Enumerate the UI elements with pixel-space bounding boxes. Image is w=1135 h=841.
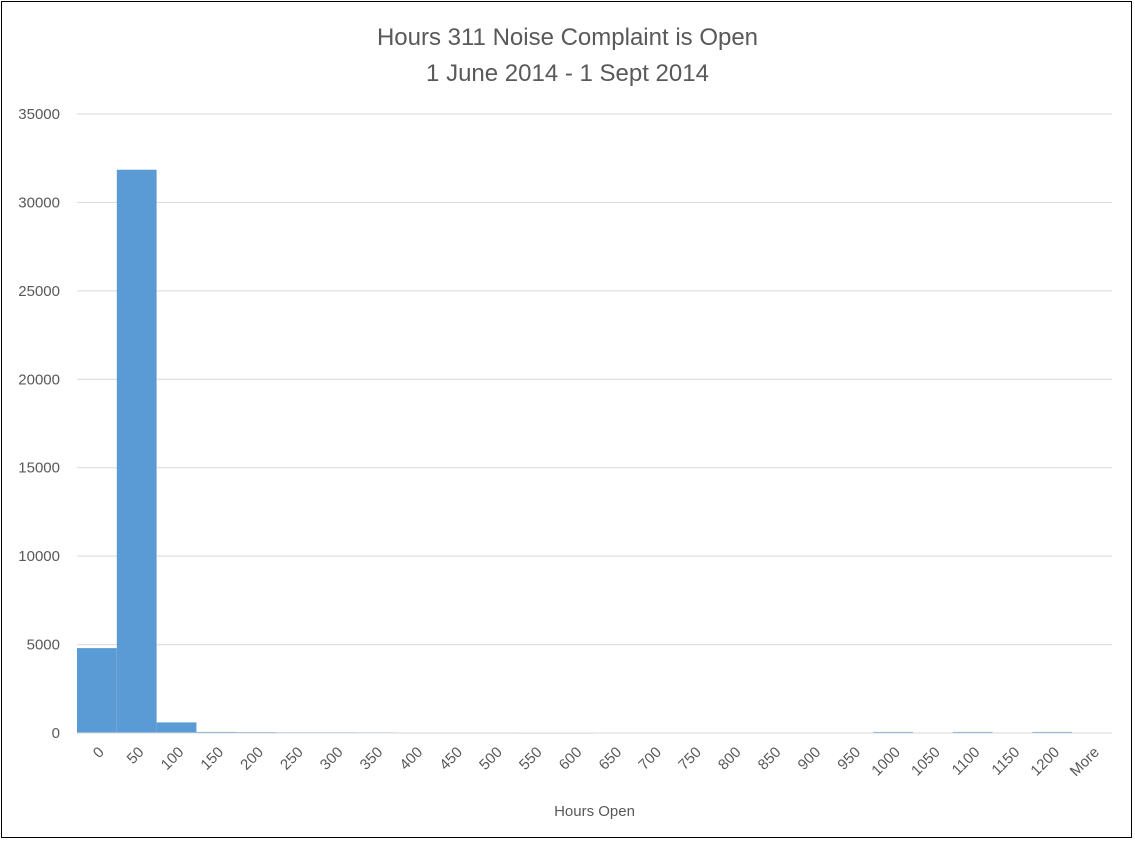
x-tick-label: 350 (357, 744, 387, 774)
x-tick-label: 100 (158, 744, 188, 774)
bar (952, 731, 993, 733)
x-tick-label: 800 (715, 744, 745, 774)
bar (873, 731, 913, 733)
x-tick-label: 300 (317, 744, 347, 774)
x-tick-label: 550 (516, 744, 546, 774)
x-tick-label: 900 (795, 744, 825, 774)
x-tick-label: 850 (755, 744, 785, 774)
x-tick-label: 1200 (1027, 744, 1063, 780)
y-tick-label: 35000 (18, 106, 60, 123)
x-tick-label: 500 (476, 744, 506, 774)
x-tick-label: 400 (396, 744, 426, 774)
y-tick-label: 20000 (18, 371, 60, 388)
x-tick-label: 1100 (949, 744, 984, 779)
bar (196, 731, 237, 733)
x-tick-label: 250 (277, 744, 307, 774)
x-axis-ticks: 0 50 100 150 200 250 300 350 400 450 500 550 600 650 7… (90, 744, 1103, 780)
chart-title: Hours 311 Noise Complaint is Open (376, 24, 759, 51)
bar (1032, 731, 1073, 733)
y-tick-label: 15000 (18, 460, 60, 477)
x-tick-label: 650 (596, 744, 626, 774)
bars (77, 169, 1073, 734)
y-axis-ticks: 0 5000 10000 15000 20000 25000 30000 35000 (18, 106, 60, 742)
y-tick-label: 25000 (18, 283, 60, 300)
bar (156, 722, 197, 733)
x-tick-label: 1050 (908, 744, 944, 780)
x-tick-label: 1150 (988, 744, 1023, 779)
x-tick-label: 450 (436, 744, 466, 774)
x-tick-label: 750 (675, 744, 705, 774)
y-tick-label: 10000 (18, 548, 60, 565)
x-tick-label: More (1067, 744, 1103, 780)
y-tick-label: 5000 (27, 637, 60, 654)
x-axis-label: Hours Open (554, 803, 635, 820)
chart-subtitle: 1 June 2014 - 1 Sept 2014 (426, 60, 709, 87)
x-tick-label: 150 (197, 744, 227, 774)
x-tick-label: 200 (237, 744, 267, 774)
y-tick-label: 30000 (18, 194, 60, 211)
bar (116, 169, 157, 733)
x-tick-label: 950 (834, 744, 864, 774)
x-tick-label: 0 (90, 744, 108, 762)
x-tick-label: 700 (635, 744, 665, 774)
y-tick-label: 0 (52, 725, 60, 742)
bar (77, 648, 117, 733)
gridlines (77, 113, 1112, 646)
x-tick-label: 1000 (868, 744, 904, 780)
x-tick-label: 600 (556, 744, 586, 774)
x-tick-label: 50 (124, 744, 148, 768)
